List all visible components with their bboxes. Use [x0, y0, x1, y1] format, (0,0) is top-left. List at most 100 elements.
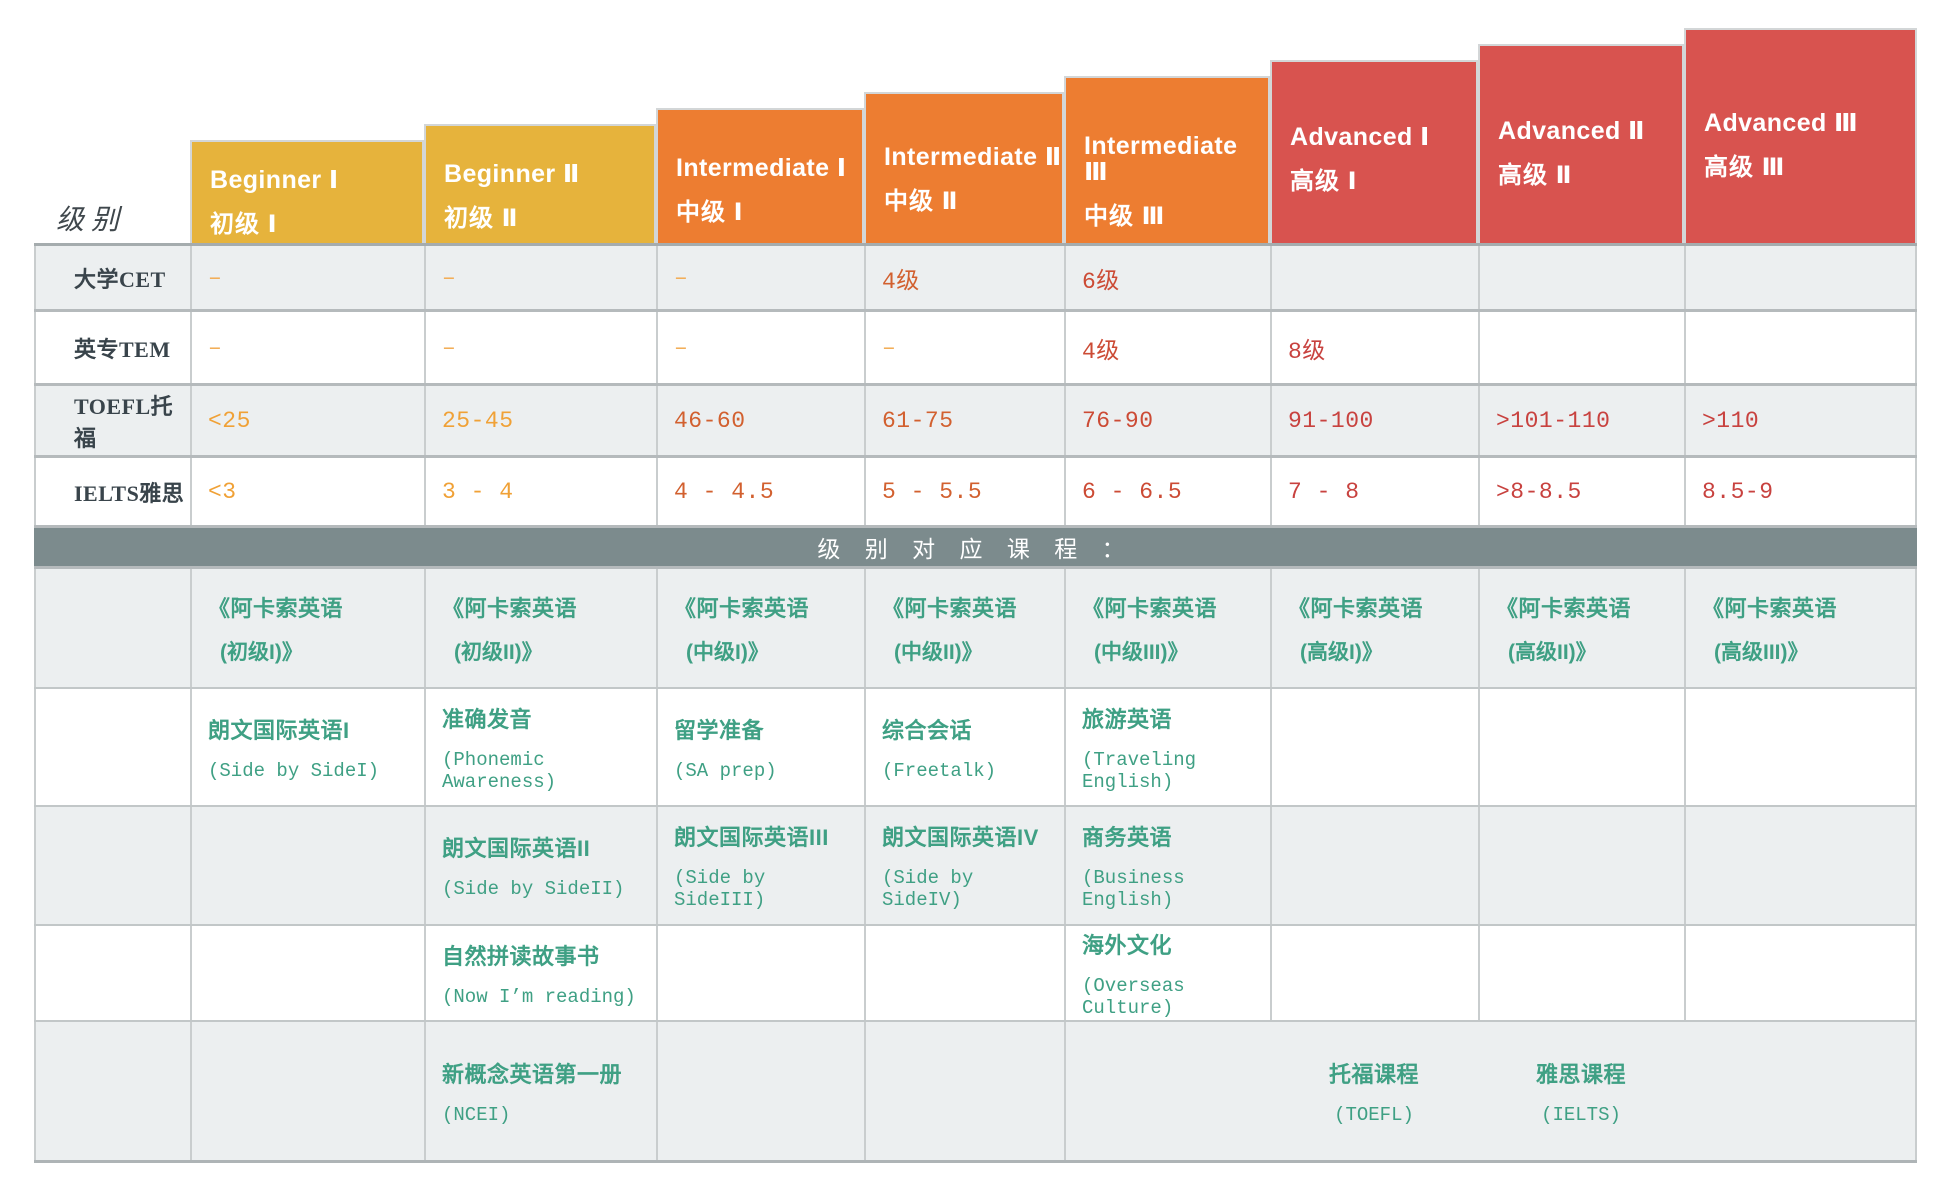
course-row-label-spacer — [34, 689, 190, 805]
exam-row-label: IELTS雅思 — [34, 458, 190, 525]
exam-cell-intermediate3: 4级 — [1064, 312, 1270, 383]
course-title-en: (Side by SideIV) — [882, 867, 974, 911]
course-title-en: (Side by SideI) — [208, 759, 380, 782]
course-title-en: (中级III)》 — [1094, 640, 1189, 664]
course-title-en: (高级II)》 — [1508, 640, 1597, 664]
exam-value: 4级 — [1082, 338, 1120, 365]
course-cell-intermediate3: 旅游英语 (Traveling English) — [1064, 689, 1270, 805]
course-title-cn: 自然拼读故事书 — [442, 943, 600, 969]
exam-cell-advanced3 — [1684, 312, 1917, 383]
exam-cell-advanced2 — [1478, 312, 1684, 383]
level-header-intermediate1: Intermediate Ⅰ 中级 Ⅰ — [656, 108, 864, 244]
course-cell-beginner2: 朗文国际英语II (Side by SideII) — [424, 807, 656, 924]
course-row-5: 新概念英语第一册 (NCEI) 托福课程 (TOEFL) 雅思课程 (IELTS) — [34, 1022, 1917, 1163]
exam-cell-advanced1: 8级 — [1270, 312, 1478, 383]
course-title-en: (Side by SideII) — [442, 878, 625, 900]
exam-value: 4 - 4.5 — [674, 478, 775, 505]
course-title-en: (NCEI) — [442, 1103, 511, 1126]
level-name-en: Beginner Ⅰ — [210, 166, 339, 194]
course-title-en: (初级I)》 — [220, 640, 303, 664]
course-title-en: (中级I)》 — [686, 640, 769, 664]
exam-value: <3 — [208, 478, 237, 505]
course-cell-advanced3 — [1684, 926, 1917, 1020]
section-banner-text: 级 别 对 应 课 程 ： — [817, 536, 1134, 562]
course-cell-beginner1: 《阿卡索英语 (初级I)》 — [190, 569, 424, 687]
exam-value: 4级 — [882, 268, 920, 295]
level-name-en: Intermediate Ⅱ — [884, 143, 1062, 171]
level-name-en: Advanced Ⅲ — [1704, 109, 1859, 137]
course-cell-beginner1 — [190, 926, 424, 1020]
course-cell-intermediate3: 商务英语 (Business English) — [1064, 807, 1270, 924]
exam-cell-advanced3: >110 — [1684, 386, 1917, 455]
course-cell-advanced2 — [1478, 807, 1684, 924]
course-cell-advanced1: 《阿卡索英语 (高级I)》 — [1270, 569, 1478, 687]
course-row-label-spacer — [34, 569, 190, 687]
course-cell-advanced2: 雅思课程 (IELTS) — [1478, 1022, 1684, 1160]
course-cell-intermediate3 — [1064, 1022, 1270, 1160]
course-cell-intermediate3: 海外文化 (Overseas Culture) — [1064, 926, 1270, 1020]
level-name-cn: 中级 Ⅰ — [676, 199, 744, 226]
course-cell-beginner2: 自然拼读故事书 (Now I’m reading) — [424, 926, 656, 1020]
level-name-en: Beginner Ⅱ — [444, 160, 580, 188]
course-title-en: (Overseas Culture) — [1082, 974, 1185, 1019]
exam-row-label: TOEFL托福 — [34, 386, 190, 455]
level-name-cn: 中级 Ⅱ — [884, 188, 959, 215]
course-title-en: (中级II)》 — [894, 640, 983, 664]
exam-cell-advanced2 — [1478, 246, 1684, 309]
exam-cell-beginner2: – — [424, 312, 656, 383]
course-row-2: 朗文国际英语I (Side by SideI) 准确发音 (Phonemic Awar… — [34, 689, 1917, 807]
exam-value: 7 - 8 — [1288, 478, 1360, 505]
level-name-en: Advanced Ⅱ — [1498, 117, 1645, 145]
level-name-cn: 高级 Ⅱ — [1498, 162, 1573, 189]
exam-value: – — [208, 334, 223, 361]
exam-value: 25-45 — [442, 407, 514, 434]
exam-cell-advanced3 — [1684, 246, 1917, 309]
exam-cell-intermediate2: 4级 — [864, 246, 1064, 309]
course-cell-advanced3: 《阿卡索英语 (高级III)》 — [1684, 569, 1917, 687]
exam-value: 46-60 — [674, 407, 746, 434]
exam-value: 91-100 — [1288, 407, 1374, 434]
course-title-cn: 《阿卡索英语 — [882, 595, 1018, 621]
exam-cell-beginner1: <3 — [190, 458, 424, 525]
exam-row-ielts: IELTS雅思 <3 3 - 4 4 - 4.5 5 - 5.5 6 - 6.5 7 - 8… — [34, 458, 1917, 528]
exam-row-label: 大学CET — [34, 246, 190, 309]
course-title-cn: 《阿卡索英语 — [208, 595, 344, 621]
course-title-cn: 《阿卡索英语 — [1496, 595, 1632, 621]
course-row-1: 《阿卡索英语 (初级I)》 《阿卡索英语 (初级II)》 《阿卡索英语 (中级I)》 《阿卡… — [34, 569, 1917, 689]
course-cell-beginner1 — [190, 807, 424, 924]
course-cell-intermediate2: 综合会话 (Freetalk) — [864, 689, 1064, 805]
level-header-intermediate2: Intermediate Ⅱ 中级 Ⅱ — [864, 92, 1064, 244]
course-cell-intermediate1 — [656, 1022, 864, 1160]
exam-value: 3 - 4 — [442, 478, 514, 505]
course-title-en: (Business English) — [1082, 867, 1185, 911]
course-cell-intermediate1 — [656, 926, 864, 1020]
exam-value: 8.5-9 — [1702, 478, 1774, 505]
course-cell-advanced3 — [1684, 807, 1917, 924]
course-title-en: (SA prep) — [674, 759, 777, 782]
level-header-intermediate3: Intermediate Ⅲ 中级 Ⅲ — [1064, 76, 1270, 244]
course-title-en: (高级III)》 — [1714, 640, 1809, 664]
course-title-cn: 留学准备 — [674, 717, 765, 743]
exam-value: – — [882, 334, 897, 361]
course-cell-intermediate2 — [864, 1022, 1064, 1160]
exam-cell-beginner1: <25 — [190, 386, 424, 455]
course-title-cn: 《阿卡索英语 — [674, 595, 810, 621]
course-cell-advanced1 — [1270, 807, 1478, 924]
course-title-en: (Now I’m reading) — [442, 985, 636, 1008]
exam-cell-intermediate1: – — [656, 312, 864, 383]
course-title-cn: 海外文化 — [1082, 932, 1173, 958]
course-title-cn: 准确发音 — [442, 706, 533, 732]
exam-value: >8-8.5 — [1496, 478, 1582, 505]
course-title-en: (Traveling English) — [1082, 748, 1197, 793]
exam-cell-beginner2: 25-45 — [424, 386, 656, 455]
level-name-cn: 高级 Ⅲ — [1704, 154, 1786, 181]
course-title-en: (初级II)》 — [454, 640, 543, 664]
course-title-cn: 朗文国际英语I — [208, 717, 350, 743]
level-name-cn: 中级 Ⅲ — [1084, 203, 1166, 230]
course-cell-advanced1 — [1270, 689, 1478, 805]
course-cell-beginner2: 新概念英语第一册 (NCEI) — [424, 1022, 656, 1160]
course-title-en: (高级I)》 — [1300, 640, 1383, 664]
exam-cell-advanced1: 7 - 8 — [1270, 458, 1478, 525]
course-cell-advanced2: 《阿卡索英语 (高级II)》 — [1478, 569, 1684, 687]
